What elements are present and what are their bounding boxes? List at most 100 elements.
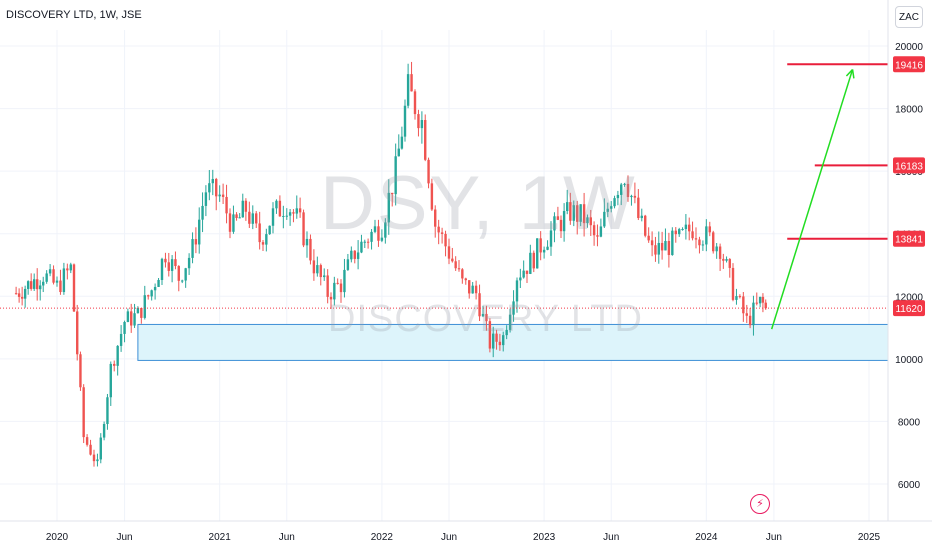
x-tick-label: 2020	[46, 532, 69, 543]
candle-body	[569, 202, 572, 221]
candle-body	[761, 296, 765, 303]
arrow-head	[845, 68, 854, 77]
candle-body	[329, 296, 333, 300]
candle-body	[204, 192, 208, 206]
candle-body	[235, 214, 238, 218]
candle-body	[735, 296, 738, 300]
candle-body	[671, 230, 674, 256]
candle-body	[82, 387, 85, 438]
lightning-icon[interactable]: ⚡	[750, 494, 770, 514]
candle-body	[72, 264, 76, 312]
candle-body	[430, 183, 434, 210]
candle-body	[519, 277, 522, 281]
candle-body	[620, 184, 623, 195]
candle-body	[333, 282, 336, 300]
candle-body	[248, 211, 251, 224]
candle-body	[539, 238, 542, 253]
symbol-watermark: DSY, 1W	[320, 161, 637, 246]
candle-body	[698, 239, 701, 246]
y-tick-label: 12000	[895, 292, 923, 303]
candle-body	[255, 213, 258, 224]
candle-body	[39, 285, 42, 290]
candle-body	[701, 244, 705, 246]
candle-body	[755, 302, 758, 304]
candle-body	[481, 313, 485, 317]
candle-body	[613, 198, 616, 207]
candle-body	[688, 224, 691, 232]
candle-body	[20, 296, 24, 299]
candle-body	[712, 232, 715, 252]
candle-body	[674, 230, 677, 235]
candle-body	[62, 268, 66, 293]
candle-body	[251, 213, 254, 224]
candle-body	[391, 192, 394, 195]
price-tag-19416-bg	[893, 56, 925, 73]
candle-body	[238, 217, 241, 219]
candle-body	[492, 333, 495, 349]
candle-body	[319, 265, 322, 278]
candle-body	[725, 259, 728, 261]
candle-body	[106, 397, 109, 425]
projection-arrow	[770, 69, 854, 330]
candle-body	[85, 437, 89, 445]
candle-body	[140, 307, 143, 318]
currency-button[interactable]: ZAC	[895, 6, 923, 28]
candle-body	[295, 208, 298, 214]
candle-body	[113, 363, 116, 366]
candle-body	[678, 229, 681, 235]
candle-body	[109, 363, 112, 398]
candle-body	[664, 240, 667, 251]
candle-body	[536, 238, 539, 269]
candle-body	[758, 296, 762, 304]
candle-body	[546, 246, 549, 250]
candle-body	[715, 246, 718, 252]
x-tick-label: 2024	[695, 532, 718, 543]
candle-body	[370, 231, 373, 242]
name-watermark: DISCOVERY LTD	[328, 298, 643, 340]
candle-body	[244, 200, 248, 212]
candle-body	[582, 204, 586, 224]
candle-body	[174, 259, 177, 267]
candle-body	[650, 240, 654, 246]
candle-body	[23, 288, 27, 299]
candle-body	[366, 241, 370, 243]
candle-body	[241, 200, 244, 218]
candle-body	[275, 200, 278, 209]
candle-body	[434, 209, 437, 227]
candle-body	[606, 208, 609, 212]
candle-body	[468, 280, 471, 294]
candle-body	[457, 268, 461, 270]
candle-body	[644, 215, 647, 236]
candle-body	[356, 252, 360, 259]
candle-body	[373, 226, 377, 232]
candle-body	[292, 212, 295, 214]
candle-body	[353, 250, 356, 259]
candle-body	[437, 226, 440, 233]
candle-body	[35, 279, 39, 290]
candle-body	[170, 259, 174, 271]
candle-body	[447, 246, 451, 259]
candle-body	[572, 205, 575, 221]
candle-body	[52, 269, 55, 283]
candle-body	[654, 245, 657, 255]
candle-body	[495, 333, 498, 342]
candle-body	[553, 216, 556, 231]
candle-body	[764, 302, 767, 309]
candle-body	[136, 307, 140, 314]
candle-body	[708, 226, 711, 233]
candle-body	[133, 313, 136, 326]
price-tag-16183: 16183	[895, 161, 923, 172]
candle-body	[339, 283, 343, 293]
candle-body	[309, 238, 312, 261]
candle-body	[221, 194, 225, 197]
candle-body	[406, 74, 410, 106]
candle-body	[387, 192, 390, 223]
candle-body	[610, 206, 613, 209]
candle-body	[630, 195, 633, 198]
x-tick-label: Jun	[603, 532, 619, 543]
candle-body	[336, 282, 339, 284]
candle-body	[684, 224, 688, 230]
candle-body	[45, 273, 48, 282]
